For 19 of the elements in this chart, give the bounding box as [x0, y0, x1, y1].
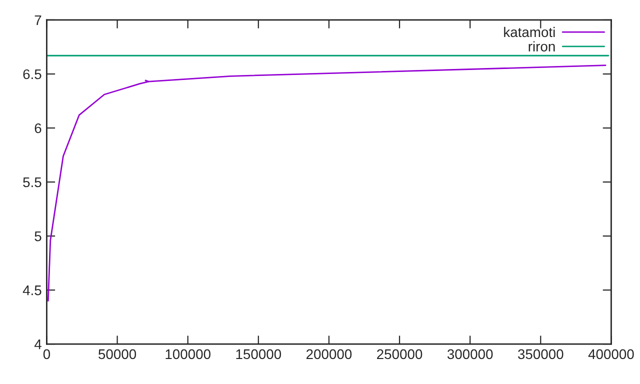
- y-tick-label: 4: [34, 340, 42, 350]
- y-tick-label: 5: [34, 232, 42, 242]
- x-tick-label: 250000: [377, 349, 422, 360]
- y-tick-label: 6.5: [23, 69, 42, 80]
- y-tick-label: 4.5: [22, 286, 42, 296]
- x-tick-label: 300000: [447, 349, 493, 360]
- x-tick-label: 50000: [98, 349, 136, 360]
- x-tick-label: 200000: [306, 349, 352, 360]
- y-tick-label: 7: [34, 15, 42, 25]
- legend-label: katamoti: [504, 26, 555, 38]
- x-tick-label: 150000: [236, 349, 282, 360]
- x-tick-label: 0: [43, 349, 50, 360]
- y-tick-label: 5.5: [23, 177, 42, 188]
- x-tick-label: 100000: [166, 349, 210, 360]
- legend-label: riron: [528, 41, 555, 52]
- x-tick-label: 400000: [588, 349, 634, 360]
- y-tick-label: 6: [34, 123, 42, 134]
- x-tick-label: 350000: [518, 349, 564, 360]
- line-series: [47, 64, 606, 302]
